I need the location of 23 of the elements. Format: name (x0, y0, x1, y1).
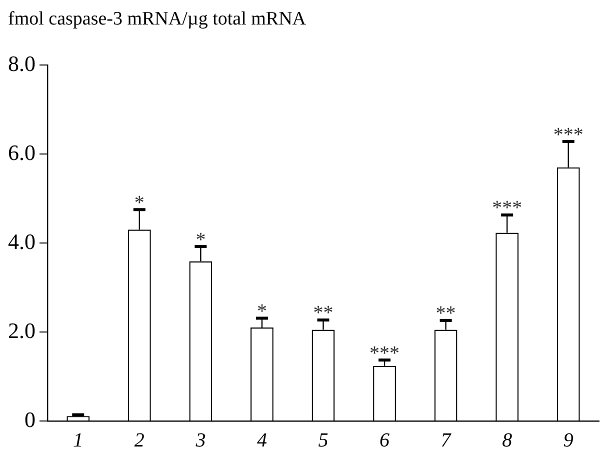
annotation: *** (370, 342, 400, 364)
annotation: *** (553, 124, 584, 146)
annotation: ** (313, 302, 334, 324)
annotation: * (196, 228, 206, 251)
annotation: * (256, 300, 267, 322)
x-tick-label: 7 (440, 429, 452, 452)
x-tick-label: 8 (502, 429, 512, 452)
y-tick-label: 6.0 (8, 140, 36, 165)
x-tick-label: 3 (194, 429, 206, 452)
y-tick-label: 0 (24, 406, 36, 432)
y-tick-label: 2.0 (8, 318, 36, 343)
y-tick-label: 8.0 (8, 50, 36, 76)
annotation: * (134, 192, 144, 214)
x-tick-label: 2 (134, 429, 144, 452)
y-tick-label: 4.0 (8, 228, 36, 254)
annotation: *** (492, 197, 522, 220)
x-tick-label: 5 (318, 429, 328, 452)
x-tick-label: 4 (256, 429, 267, 452)
x-tick-label: 9 (563, 429, 574, 452)
x-tick-label: 6 (380, 429, 390, 452)
x-tick-label: 1 (73, 429, 84, 452)
y-axis-title: fmol caspase-3 mRNA/µg total mRNA (8, 8, 306, 30)
annotation: ** (436, 302, 456, 325)
